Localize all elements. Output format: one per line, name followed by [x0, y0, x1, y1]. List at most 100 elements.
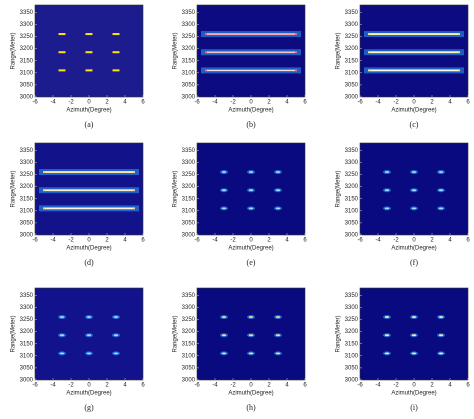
x-tick-label: -2 [393, 383, 399, 389]
x-tick-label: 6 [466, 238, 470, 244]
x-tick-label: 0 [412, 383, 416, 389]
target [112, 69, 120, 72]
y-tick-label: 3200 [345, 329, 359, 335]
x-axis-label: Azimuth(Degree) [228, 246, 273, 252]
x-tick-label: -4 [50, 100, 56, 106]
target [411, 334, 417, 337]
x-tick-label: 2 [430, 238, 434, 244]
x-tick-label: 4 [285, 383, 289, 389]
y-tick-label: 3200 [182, 46, 196, 52]
x-tick-label: -6 [32, 100, 38, 106]
x-tick-label: 4 [285, 100, 289, 106]
x-tick-label: 4 [448, 238, 452, 244]
target [275, 189, 281, 192]
x-tick-label: -6 [32, 238, 38, 244]
x-tick-label: -6 [194, 383, 200, 389]
y-tick-label: 3150 [182, 341, 196, 347]
y-tick-label: 3000 [345, 378, 359, 384]
y-tick-label: 3000 [182, 378, 196, 384]
y-tick-label: 3100 [182, 70, 196, 76]
target [411, 352, 417, 355]
target [411, 189, 417, 192]
panel: -6 -4 -2 0 2 4 6 3000 3050 3100 3150 3200 3250 3300 33… [173, 4, 307, 129]
y-axis-label: Range(Meter) [336, 32, 342, 69]
y-axis-label: Range(Meter) [173, 170, 179, 207]
y-tick-label: 3150 [20, 196, 34, 202]
target [248, 352, 254, 355]
x-tick-label: 2 [267, 100, 271, 106]
target [113, 334, 119, 337]
caption: (g) [84, 403, 94, 412]
x-axis-label: Azimuth(Degree) [66, 108, 111, 114]
target [59, 334, 65, 337]
x-axis-label: Azimuth(Degree) [66, 391, 111, 397]
target [221, 316, 227, 318]
y-tick-label: 3200 [20, 46, 34, 52]
x-tick-label: -6 [357, 100, 363, 106]
y-tick-label: 3200 [182, 184, 196, 190]
x-axis-label: Azimuth(Degree) [391, 246, 436, 252]
target [85, 69, 93, 72]
y-axis-label: Range(Meter) [11, 32, 17, 69]
x-tick-label: 4 [123, 100, 127, 106]
y-tick-label: 3250 [345, 34, 359, 40]
x-tick-label: -6 [194, 100, 200, 106]
panel: -6 -4 -2 0 2 4 6 3000 3050 3100 3150 3200 3250 3300 33… [336, 4, 470, 129]
y-tick-label: 3150 [345, 58, 359, 64]
y-tick-label: 3100 [345, 70, 359, 76]
x-tick-label: -6 [32, 383, 38, 389]
y-tick-label: 3250 [20, 317, 34, 323]
x-tick-label: 6 [303, 383, 307, 389]
x-tick-label: -2 [230, 100, 236, 106]
target [275, 207, 281, 210]
target [275, 316, 281, 318]
y-tick-label: 3000 [20, 378, 34, 384]
target [275, 171, 281, 173]
caption: (a) [85, 120, 94, 129]
y-tick-label: 3100 [20, 353, 34, 359]
x-tick-label: -4 [212, 100, 218, 106]
caption: (f) [410, 258, 418, 267]
target [411, 171, 417, 173]
y-tick-label: 3000 [345, 233, 359, 239]
y-tick-label: 3200 [20, 184, 34, 190]
x-tick-label: 6 [141, 238, 145, 244]
x-axis-label: Azimuth(Degree) [228, 108, 273, 114]
stripe-core [207, 51, 295, 53]
target [411, 316, 417, 318]
x-tick-label: 2 [267, 238, 271, 244]
target [248, 207, 254, 210]
x-tick-label: -6 [357, 238, 363, 244]
panel: -6 -4 -2 0 2 4 6 3000 3050 3100 3150 3200 3250 3300 33… [336, 142, 470, 267]
x-tick-label: 6 [303, 238, 307, 244]
x-tick-label: -4 [50, 238, 56, 244]
target [86, 316, 92, 318]
target [221, 207, 227, 210]
y-tick-label: 3050 [345, 82, 359, 88]
plot-background [35, 5, 143, 97]
x-tick-label: -4 [375, 383, 381, 389]
target [275, 334, 281, 337]
y-tick-label: 3350 [182, 293, 196, 299]
y-tick-label: 3250 [345, 172, 359, 178]
target [248, 334, 254, 337]
y-tick-label: 3300 [182, 22, 196, 28]
target [59, 352, 65, 355]
caption: (b) [246, 120, 256, 129]
target [221, 189, 227, 192]
target [221, 334, 227, 337]
x-tick-label: -4 [375, 238, 381, 244]
y-tick-label: 3300 [182, 305, 196, 311]
y-tick-label: 3200 [345, 184, 359, 190]
y-tick-label: 3050 [182, 82, 196, 88]
target [86, 352, 92, 355]
x-tick-label: 4 [123, 383, 127, 389]
x-axis-label: Azimuth(Degree) [391, 108, 436, 114]
y-tick-label: 3100 [182, 353, 196, 359]
target [58, 69, 66, 72]
target [85, 33, 93, 36]
stripe-core [45, 189, 133, 191]
x-tick-label: 4 [448, 100, 452, 106]
panel: -6 -4 -2 0 2 4 6 3000 3050 3100 3150 3200 3250 3300 33… [173, 142, 307, 267]
y-tick-label: 3350 [182, 148, 196, 154]
